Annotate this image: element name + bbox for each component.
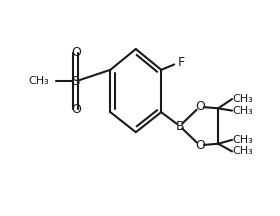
Text: CH₃: CH₃: [233, 146, 254, 156]
Text: S: S: [72, 75, 80, 88]
Text: CH₃: CH₃: [233, 94, 254, 104]
Text: B: B: [175, 119, 184, 133]
Text: CH₃: CH₃: [233, 135, 254, 145]
Text: F: F: [178, 56, 185, 69]
Text: O: O: [71, 103, 81, 116]
Text: O: O: [195, 100, 205, 113]
Text: O: O: [195, 139, 205, 152]
Text: CH₃: CH₃: [28, 76, 49, 86]
Text: CH₃: CH₃: [233, 106, 254, 116]
Text: O: O: [71, 46, 81, 59]
